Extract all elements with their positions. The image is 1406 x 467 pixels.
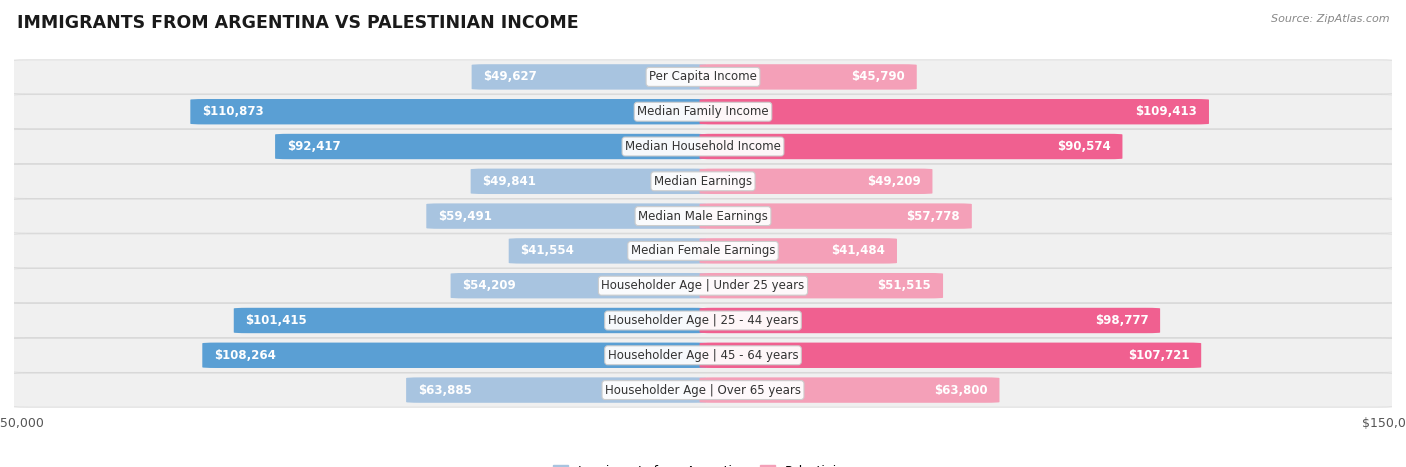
Text: $45,790: $45,790 [851, 71, 905, 84]
Text: $107,721: $107,721 [1128, 349, 1189, 362]
FancyBboxPatch shape [700, 64, 917, 90]
FancyBboxPatch shape [700, 169, 932, 194]
FancyBboxPatch shape [700, 377, 1000, 403]
Text: $109,413: $109,413 [1136, 105, 1198, 118]
FancyBboxPatch shape [7, 338, 1399, 372]
Text: $59,491: $59,491 [439, 210, 492, 223]
FancyBboxPatch shape [202, 343, 706, 368]
FancyBboxPatch shape [450, 273, 706, 298]
FancyBboxPatch shape [471, 64, 706, 90]
FancyBboxPatch shape [700, 204, 972, 229]
FancyBboxPatch shape [471, 169, 706, 194]
Text: $51,515: $51,515 [877, 279, 931, 292]
Legend: Immigrants from Argentina, Palestinian: Immigrants from Argentina, Palestinian [548, 460, 858, 467]
Text: $108,264: $108,264 [214, 349, 276, 362]
Text: $41,554: $41,554 [520, 244, 574, 257]
Text: $98,777: $98,777 [1095, 314, 1149, 327]
Text: Householder Age | 45 - 64 years: Householder Age | 45 - 64 years [607, 349, 799, 362]
Text: $49,209: $49,209 [868, 175, 921, 188]
FancyBboxPatch shape [7, 164, 1399, 198]
FancyBboxPatch shape [190, 99, 706, 124]
FancyBboxPatch shape [700, 134, 1122, 159]
Text: Median Female Earnings: Median Female Earnings [631, 244, 775, 257]
FancyBboxPatch shape [7, 304, 1399, 338]
Text: $90,574: $90,574 [1057, 140, 1111, 153]
Text: Median Earnings: Median Earnings [654, 175, 752, 188]
FancyBboxPatch shape [7, 234, 1399, 268]
Text: Median Family Income: Median Family Income [637, 105, 769, 118]
Text: Householder Age | Under 25 years: Householder Age | Under 25 years [602, 279, 804, 292]
Text: IMMIGRANTS FROM ARGENTINA VS PALESTINIAN INCOME: IMMIGRANTS FROM ARGENTINA VS PALESTINIAN… [17, 14, 578, 32]
Text: $110,873: $110,873 [202, 105, 264, 118]
FancyBboxPatch shape [700, 273, 943, 298]
FancyBboxPatch shape [426, 204, 706, 229]
Text: $101,415: $101,415 [246, 314, 308, 327]
Text: Householder Age | Over 65 years: Householder Age | Over 65 years [605, 383, 801, 396]
FancyBboxPatch shape [7, 60, 1399, 94]
FancyBboxPatch shape [276, 134, 706, 159]
FancyBboxPatch shape [7, 269, 1399, 303]
Text: $63,885: $63,885 [418, 383, 472, 396]
Text: Per Capita Income: Per Capita Income [650, 71, 756, 84]
FancyBboxPatch shape [700, 308, 1160, 333]
Text: $49,841: $49,841 [482, 175, 536, 188]
FancyBboxPatch shape [7, 199, 1399, 233]
Text: Source: ZipAtlas.com: Source: ZipAtlas.com [1271, 14, 1389, 24]
FancyBboxPatch shape [700, 343, 1201, 368]
Text: $54,209: $54,209 [463, 279, 516, 292]
Text: $49,627: $49,627 [484, 71, 537, 84]
FancyBboxPatch shape [700, 99, 1209, 124]
FancyBboxPatch shape [7, 95, 1399, 129]
FancyBboxPatch shape [7, 129, 1399, 163]
Text: Householder Age | 25 - 44 years: Householder Age | 25 - 44 years [607, 314, 799, 327]
Text: $92,417: $92,417 [287, 140, 340, 153]
Text: $57,778: $57,778 [907, 210, 960, 223]
Text: Median Household Income: Median Household Income [626, 140, 780, 153]
FancyBboxPatch shape [700, 238, 897, 263]
FancyBboxPatch shape [233, 308, 706, 333]
Text: Median Male Earnings: Median Male Earnings [638, 210, 768, 223]
Text: $63,800: $63,800 [934, 383, 988, 396]
FancyBboxPatch shape [509, 238, 706, 263]
Text: $41,484: $41,484 [831, 244, 886, 257]
FancyBboxPatch shape [406, 377, 706, 403]
FancyBboxPatch shape [7, 373, 1399, 407]
